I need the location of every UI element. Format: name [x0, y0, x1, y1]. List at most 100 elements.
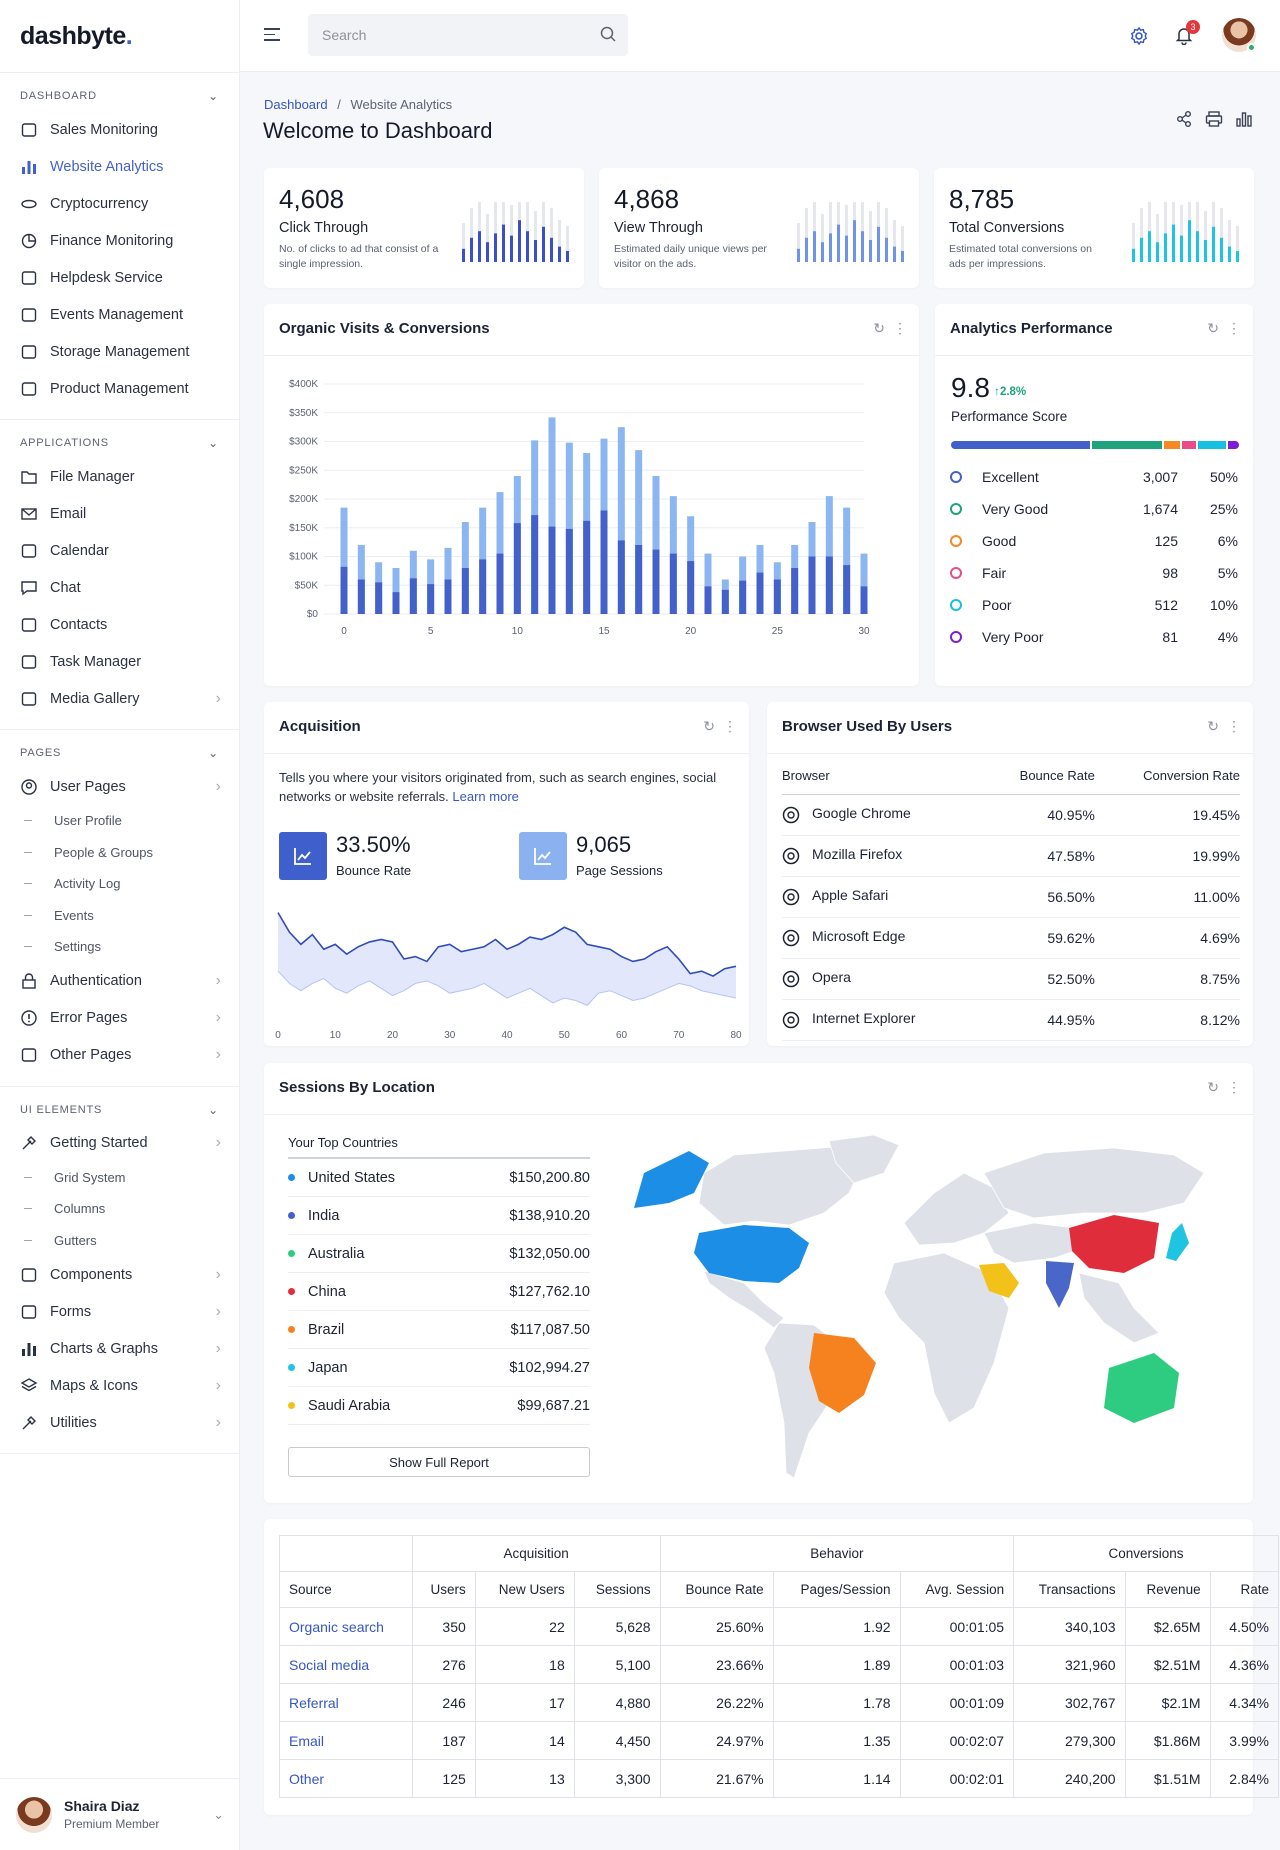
conversion-rate: 11.00% [1094, 876, 1240, 918]
sidebar-item-sales-monitoring[interactable]: Sales Monitoring [0, 111, 239, 148]
chevron-down-icon[interactable]: ⌄ [208, 89, 219, 103]
sidebar-item-calendar[interactable]: Calendar [0, 532, 239, 569]
bar [704, 586, 712, 614]
sidebar-heading-pages[interactable]: PAGES ⌄ [0, 738, 239, 768]
more-options-icon[interactable]: ⋮ [723, 718, 737, 734]
user-profile-footer[interactable]: Shaira Diaz Premium Member ⌄ [0, 1778, 240, 1850]
sidebar-item-contacts[interactable]: Contacts [0, 606, 239, 643]
sidebar-item-product-management[interactable]: Product Management [0, 370, 239, 407]
sidebar-subitem-gutters[interactable]: Gutters [0, 1225, 239, 1257]
more-options-icon[interactable]: ⋮ [1227, 320, 1241, 336]
column-header[interactable]: New Users [474, 1571, 575, 1608]
brand-logo[interactable]: dashbyte. [0, 0, 239, 72]
refresh-icon[interactable]: ↻ [703, 718, 715, 734]
column-header[interactable]: Sessions [573, 1571, 661, 1608]
sidebar-item-other-pages[interactable]: Other Pages › [0, 1037, 239, 1074]
sidebar-item-utilities[interactable]: Utilities › [0, 1404, 239, 1441]
column-header[interactable]: Transactions [1013, 1571, 1126, 1608]
sidebar-item-media-gallery[interactable]: Media Gallery › [0, 680, 239, 717]
column-header[interactable]: Revenue [1124, 1571, 1211, 1608]
sidebar-item-maps-icons[interactable]: Maps & Icons › [0, 1367, 239, 1404]
sidebar-item-storage-management[interactable]: Storage Management [0, 333, 239, 370]
refresh-icon[interactable]: ↻ [873, 320, 885, 336]
sidebar-item-forms[interactable]: Forms › [0, 1293, 239, 1330]
column-header[interactable]: Browser [782, 758, 983, 795]
search-bar[interactable]: Search [308, 14, 628, 56]
table-cell: 00:01:03 [899, 1645, 1015, 1684]
chevron-down-icon[interactable]: ⌄ [208, 746, 219, 760]
sidebar-item-task-manager[interactable]: Task Manager [0, 643, 239, 680]
refresh-icon[interactable]: ↻ [1207, 320, 1219, 336]
table-row[interactable]: Internet Explorer 44.95% 8.12% [782, 999, 1240, 1041]
spark-bar-bg [893, 220, 896, 262]
sidebar-item-user-pages[interactable]: User Pages › [0, 768, 239, 805]
column-header[interactable]: Bounce Rate [982, 758, 1095, 795]
sidebar-subitem-grid-system[interactable]: Grid System [0, 1162, 239, 1194]
source-link[interactable]: Referral [279, 1683, 413, 1722]
chevron-down-icon[interactable]: ⌄ [208, 436, 219, 450]
sidebar-item-error-pages[interactable]: Error Pages › [0, 1000, 239, 1037]
sidebar-item-charts-graphs[interactable]: Charts & Graphs › [0, 1330, 239, 1367]
sidebar-heading-applications[interactable]: APPLICATIONS ⌄ [0, 428, 239, 458]
breadcrumb-root[interactable]: Dashboard [264, 97, 328, 112]
sidebar-subitem-user-profile[interactable]: User Profile [0, 805, 239, 837]
bar-chart-icon[interactable] [1235, 110, 1253, 128]
sidebar-heading-dashboard[interactable]: DASHBOARD ⌄ [0, 81, 239, 111]
column-header[interactable]: Pages/Session [772, 1571, 901, 1608]
column-header[interactable]: Bounce Rate [659, 1571, 774, 1608]
column-header[interactable]: Rate [1209, 1571, 1280, 1608]
sidebar-item-events-management[interactable]: Events Management [0, 296, 239, 333]
sidebar-subitem-events[interactable]: Events [0, 900, 239, 932]
bar [687, 561, 695, 614]
column-header[interactable]: Avg. Session [899, 1571, 1015, 1608]
more-options-icon[interactable]: ⋮ [1227, 1079, 1241, 1095]
menu-toggle-icon[interactable] [264, 28, 280, 41]
sidebar-item-getting-started[interactable]: Getting Started › [0, 1125, 239, 1162]
print-icon[interactable] [1205, 110, 1223, 128]
chevron-down-icon[interactable]: ⌄ [208, 1102, 219, 1117]
table-row[interactable]: Apple Safari 56.50% 11.00% [782, 876, 1240, 918]
sidebar-item-file-manager[interactable]: File Manager [0, 458, 239, 495]
table-row[interactable]: Google Chrome 40.95% 19.45% [782, 794, 1240, 836]
refresh-icon[interactable]: ↻ [1207, 1079, 1219, 1095]
sidebar-item-website-analytics[interactable]: Website Analytics [0, 148, 239, 185]
sidebar-heading-ui-elements[interactable]: UI ELEMENTS ⌄ [0, 1095, 239, 1125]
table-row[interactable]: Mozilla Firefox 47.58% 19.99% [782, 835, 1240, 877]
notifications-button[interactable]: 3 [1174, 20, 1200, 47]
conversion-rate: 4.69% [1094, 917, 1240, 959]
column-header[interactable]: Conversion Rate [1094, 758, 1240, 795]
gallery-icon [20, 690, 38, 708]
chevron-down-icon[interactable]: ⌄ [213, 1806, 224, 1822]
sidebar-item-email[interactable]: Email [0, 495, 239, 532]
sidebar-item-helpdesk-service[interactable]: Helpdesk Service [0, 259, 239, 296]
refresh-icon[interactable]: ↻ [1207, 718, 1219, 734]
sidebar-item-components[interactable]: Components › [0, 1256, 239, 1293]
learn-more-link[interactable]: Learn more [452, 789, 519, 804]
show-full-report-button[interactable]: Show Full Report [288, 1447, 590, 1477]
share-icon[interactable] [1175, 110, 1193, 128]
source-link[interactable]: Organic search [279, 1607, 413, 1646]
more-options-icon[interactable]: ⋮ [893, 320, 907, 336]
sidebar-item-finance-monitoring[interactable]: Finance Monitoring [0, 222, 239, 259]
table-row[interactable]: Microsoft Edge 59.62% 4.69% [782, 917, 1240, 959]
search-icon[interactable] [600, 26, 616, 42]
sidebar-item-cryptocurrency[interactable]: Cryptocurrency [0, 185, 239, 222]
spark-bar-bg [885, 208, 888, 262]
online-status-dot [1247, 43, 1256, 52]
sidebar-subitem-columns[interactable]: Columns [0, 1193, 239, 1225]
chevron-right-icon: › [215, 972, 221, 989]
gear-icon[interactable] [1129, 26, 1149, 46]
sidebar-item-chat[interactable]: Chat [0, 569, 239, 606]
sidebar-subitem-settings[interactable]: Settings [0, 931, 239, 963]
source-link[interactable]: Social media [279, 1645, 413, 1684]
column-header[interactable]: Users [411, 1571, 476, 1608]
more-options-icon[interactable]: ⋮ [1227, 718, 1241, 734]
sidebar-item-authentication[interactable]: Authentication › [0, 963, 239, 1000]
sidebar-subitem-activity-log[interactable]: Activity Log [0, 868, 239, 900]
column-header[interactable]: Source [279, 1571, 413, 1608]
source-link[interactable]: Email [279, 1721, 413, 1760]
search-input[interactable]: Search [322, 27, 367, 43]
table-row[interactable]: Opera 52.50% 8.75% [782, 958, 1240, 1000]
sidebar-subitem-people-groups[interactable]: People & Groups [0, 837, 239, 869]
source-link[interactable]: Other [279, 1759, 413, 1798]
